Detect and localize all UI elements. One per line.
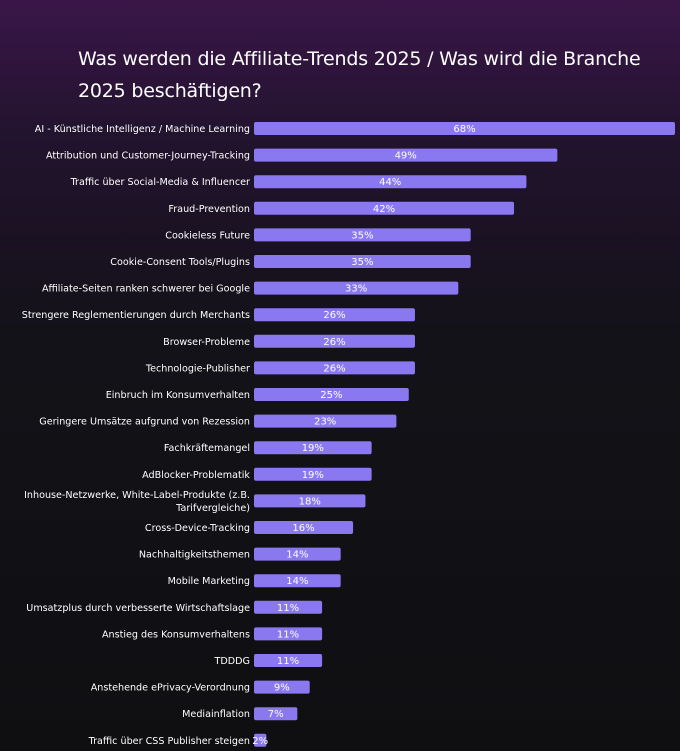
bar xyxy=(254,175,527,189)
category-label: Anstehende ePrivacy-Verordnung xyxy=(91,683,250,694)
category-label: Nachhaltigkeitsthemen xyxy=(139,550,250,561)
category-label-line: Fachkräftemangel xyxy=(164,443,250,454)
value-label: 2% xyxy=(252,736,268,747)
category-label-line: Mediainflation xyxy=(182,709,250,720)
value-label: 49% xyxy=(395,151,417,162)
category-label-line: Technologie-Publisher xyxy=(145,363,250,374)
category-label: Einbruch im Konsumverhalten xyxy=(106,390,250,401)
category-label: Traffic über CSS Publisher steigen xyxy=(88,736,250,747)
category-label: Fraud-Prevention xyxy=(168,204,250,215)
category-label: Cookieless Future xyxy=(165,230,250,241)
value-label: 23% xyxy=(314,417,336,428)
value-label: 19% xyxy=(302,443,324,454)
category-label: TDDDG xyxy=(214,656,250,667)
category-label: AI - Künstliche Intelligenz / Machine Le… xyxy=(35,124,250,135)
bar xyxy=(254,521,354,534)
category-label-line: Traffic über CSS Publisher steigen xyxy=(88,736,250,747)
category-label: Browser-Probleme xyxy=(163,337,250,348)
category-label: Technologie-Publisher xyxy=(145,363,250,374)
value-label: 35% xyxy=(351,257,373,268)
category-label-line: Anstehende ePrivacy-Verordnung xyxy=(91,683,250,694)
bar xyxy=(254,334,415,348)
category-label: Inhouse-Netzwerke, White-Label-Produkte … xyxy=(24,490,250,514)
category-label: AdBlocker-Problematik xyxy=(142,470,250,481)
value-label: 11% xyxy=(277,629,299,640)
category-label-line: AI - Künstliche Intelligenz / Machine Le… xyxy=(35,124,250,135)
bar xyxy=(254,201,515,215)
category-label: Mediainflation xyxy=(182,709,250,720)
category-label-line: Nachhaltigkeitsthemen xyxy=(139,550,250,561)
bar xyxy=(254,467,372,481)
category-label-line: Traffic über Social-Media & Influencer xyxy=(70,177,250,188)
bar xyxy=(254,494,366,508)
bar xyxy=(254,733,267,747)
bar xyxy=(254,600,323,614)
value-label: 25% xyxy=(320,390,342,401)
bar xyxy=(254,122,675,135)
category-label-line: Attribution und Customer-Journey-Trackin… xyxy=(46,151,250,162)
bar xyxy=(254,654,323,667)
value-label: 14% xyxy=(286,576,308,587)
value-label: 33% xyxy=(345,284,367,295)
value-label: 19% xyxy=(302,470,324,481)
category-label-line: AdBlocker-Problematik xyxy=(142,470,250,481)
category-label: Anstieg des Konsumverhaltens xyxy=(102,629,250,640)
category-label-line: Anstieg des Konsumverhaltens xyxy=(102,629,250,640)
category-label: Geringere Umsätze aufgrund von Rezession xyxy=(39,417,250,428)
category-label-line: Tarifvergleiche) xyxy=(175,503,250,514)
value-label: 7% xyxy=(268,709,284,720)
bar xyxy=(254,627,323,641)
bar xyxy=(254,255,471,268)
bar xyxy=(254,361,415,375)
bar xyxy=(254,388,409,401)
value-label: 42% xyxy=(373,204,395,215)
chart-title: Was werden die Affiliate-Trends 2025 / W… xyxy=(78,48,641,102)
category-label-line: Cross-Device-Tracking xyxy=(145,523,250,534)
category-label: Umsatzplus durch verbesserte Wirtschafts… xyxy=(26,603,250,614)
bar xyxy=(254,281,459,295)
category-label-line: Strengere Reglementierungen durch Mercha… xyxy=(22,310,250,321)
category-label: Attribution und Customer-Journey-Trackin… xyxy=(46,151,250,162)
value-label: 9% xyxy=(274,683,290,694)
value-label: 16% xyxy=(292,523,314,534)
bar xyxy=(254,148,558,162)
bar xyxy=(254,574,341,588)
category-label-line: Fraud-Prevention xyxy=(168,204,250,215)
category-label: Affiliate-Seiten ranken schwerer bei Goo… xyxy=(42,284,250,295)
value-label: 11% xyxy=(277,656,299,667)
category-label-line: Geringere Umsätze aufgrund von Rezession xyxy=(39,417,250,428)
category-label-line: Cookie-Consent Tools/Plugins xyxy=(110,257,250,268)
value-label: 35% xyxy=(351,230,373,241)
bar xyxy=(254,441,372,455)
category-label-line: TDDDG xyxy=(214,656,250,667)
category-label-line: Inhouse-Netzwerke, White-Label-Produkte … xyxy=(24,490,250,501)
category-label-line: Mobile Marketing xyxy=(168,576,250,587)
category-label-line: Affiliate-Seiten ranken schwerer bei Goo… xyxy=(42,284,250,295)
category-label-line: Einbruch im Konsumverhalten xyxy=(106,390,250,401)
category-label-line: Cookieless Future xyxy=(165,230,250,241)
category-label: Cross-Device-Tracking xyxy=(145,523,250,534)
value-label: 44% xyxy=(379,177,401,188)
value-label: 26% xyxy=(323,337,345,348)
category-label: Cookie-Consent Tools/Plugins xyxy=(110,257,250,268)
value-label: 26% xyxy=(323,363,345,374)
category-label: Strengere Reglementierungen durch Mercha… xyxy=(22,310,250,321)
value-label: 18% xyxy=(299,496,321,507)
bar xyxy=(254,414,397,428)
value-label: 11% xyxy=(277,603,299,614)
category-label: Traffic über Social-Media & Influencer xyxy=(70,177,250,188)
bar xyxy=(254,547,341,561)
value-label: 14% xyxy=(286,550,308,561)
value-label: 68% xyxy=(453,124,475,135)
category-label: Fachkräftemangel xyxy=(164,443,250,454)
bar xyxy=(254,707,298,721)
category-label-line: Browser-Probleme xyxy=(163,337,250,348)
category-label: Mobile Marketing xyxy=(168,576,250,587)
value-label: 26% xyxy=(323,310,345,321)
category-label-line: Umsatzplus durch verbesserte Wirtschafts… xyxy=(26,603,250,614)
bar xyxy=(254,228,471,242)
bar xyxy=(254,308,415,322)
bar xyxy=(254,680,310,694)
